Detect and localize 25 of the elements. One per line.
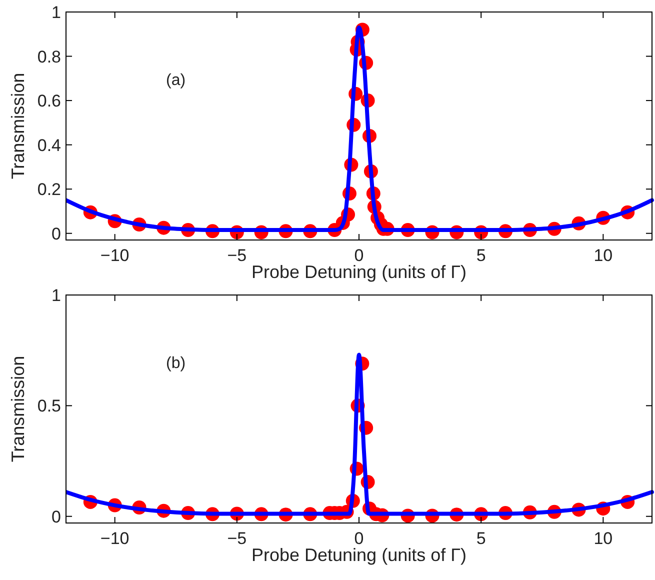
x-axis-title: Probe Detuning (units of Γ) [251,262,467,282]
x-tick-label: 5 [476,246,486,265]
y-tick-label: 0.2 [37,180,61,200]
y-axis-title: Transmission [8,72,28,180]
x-tick-label: −10 [100,529,130,548]
annotation: (b) [166,355,186,372]
x-axis-title: Probe Detuning (units of Γ) [251,545,467,565]
x-tick-label: −5 [227,529,247,548]
annotation: (a) [166,72,186,89]
y-tick-label: 0.4 [37,136,61,155]
x-tick-label: 10 [594,529,613,548]
y-tick-label: 0.6 [37,92,61,111]
y-axis-title: Transmission [8,356,28,462]
x-tick-label: 5 [476,529,486,548]
x-tick-label: −10 [100,246,130,265]
x-tick-label: −5 [227,246,247,265]
x-tick-label: 10 [594,246,613,265]
y-tick-label: 0.5 [37,396,61,416]
y-tick-label: 0 [52,507,61,526]
x-tick-label: 0 [354,529,364,548]
y-tick-label: 0 [52,224,61,244]
y-tick-label: 0.8 [37,47,61,66]
x-tick-label: 0 [354,246,364,265]
y-tick-label: 1 [52,286,61,305]
y-tick-label: 1 [52,3,61,22]
